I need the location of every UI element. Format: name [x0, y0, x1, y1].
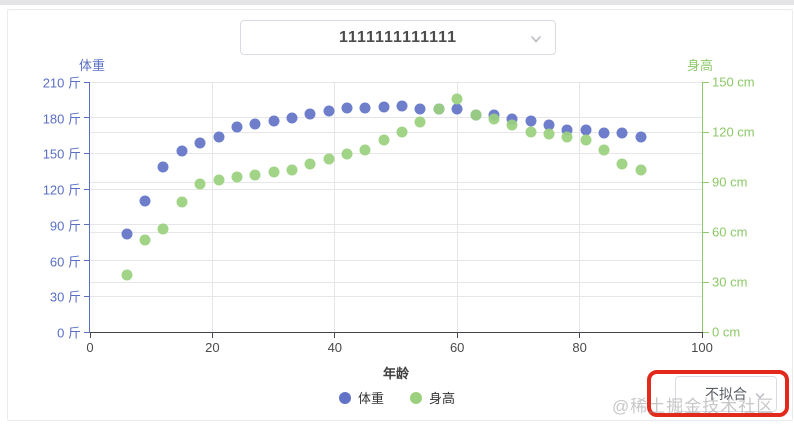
legend-label-height: 身高	[429, 391, 456, 406]
height-legend-marker-icon	[410, 391, 422, 404]
weight-legend-marker-icon	[338, 391, 351, 404]
legend: 体重 身高	[0, 388, 794, 407]
watermark: @稀土掘金技术社区	[612, 397, 775, 416]
legend-item-weight[interactable]: 体重	[338, 388, 384, 407]
chevron-down-icon	[754, 389, 766, 407]
page-top-strip	[0, 0, 794, 5]
series-select[interactable]: 1111111111111	[240, 20, 556, 55]
legend-label-weight: 体重	[357, 391, 384, 406]
fit-select-value: 不拟合	[705, 386, 747, 402]
legend-item-height[interactable]: 身高	[410, 388, 455, 407]
chart-card	[7, 9, 793, 421]
annotation-highlight-box	[647, 370, 789, 417]
chevron-down-icon	[529, 32, 543, 51]
fit-select[interactable]: 不拟合	[675, 376, 777, 412]
series-select-value: 1111111111111	[338, 28, 458, 46]
